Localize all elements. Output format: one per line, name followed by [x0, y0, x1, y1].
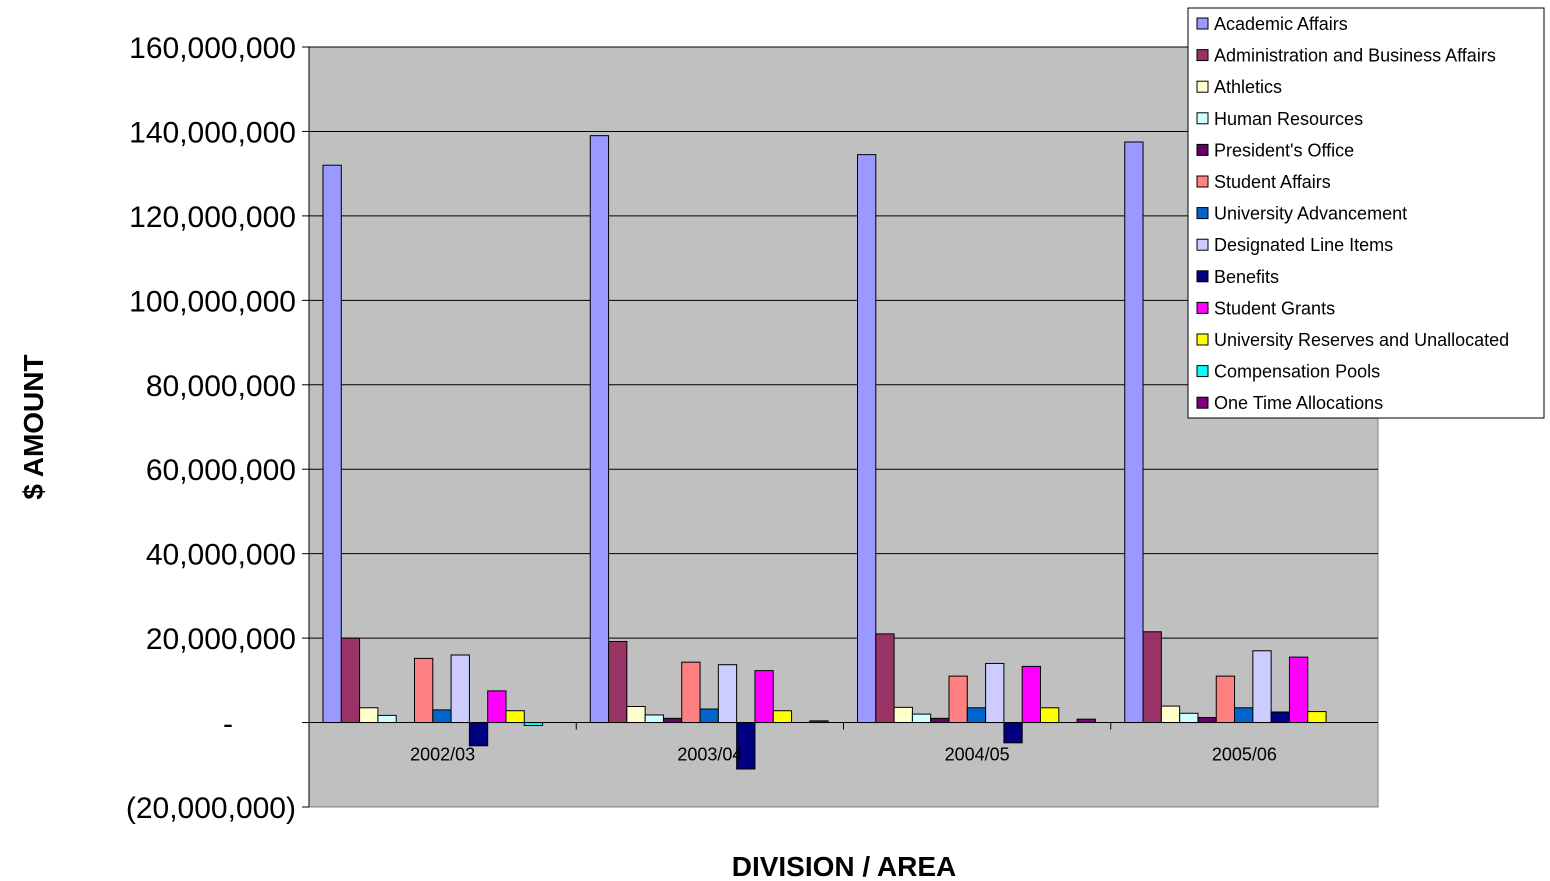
legend-swatch [1196, 112, 1209, 125]
bar [772, 710, 793, 724]
legend-swatch [1196, 80, 1209, 93]
bar [948, 675, 968, 724]
legend-swatch [1196, 238, 1209, 251]
bar [1021, 665, 1042, 724]
y-tick-label: 120,000,000 [129, 201, 296, 234]
y-tick-label: 80,000,000 [146, 370, 296, 403]
bar [681, 661, 701, 724]
bar [589, 135, 610, 724]
legend-label: Compensation Pools [1214, 362, 1380, 382]
bar [893, 706, 913, 724]
legend-label: Student Affairs [1214, 172, 1331, 192]
legend-label: Athletics [1214, 77, 1282, 97]
bar [359, 707, 379, 724]
legend-label: Human Resources [1214, 109, 1363, 129]
legend-label: University Advancement [1214, 204, 1407, 224]
bar [644, 714, 664, 724]
bar [1197, 716, 1217, 724]
legend-swatch [1196, 365, 1209, 378]
legend-swatch [1196, 17, 1209, 30]
bar [985, 662, 1005, 724]
legend-label: Administration and Business Affairs [1214, 46, 1496, 66]
bar [505, 710, 525, 724]
bar [1252, 650, 1272, 724]
legend-swatch [1196, 207, 1209, 220]
bar [1003, 722, 1023, 744]
bar [322, 164, 342, 724]
x-tick-label: 2004/05 [945, 745, 1010, 765]
legend-swatch [1196, 143, 1209, 156]
bar [432, 709, 452, 724]
bar [1124, 141, 1144, 724]
bar [1270, 711, 1290, 724]
y-tick-label: (20,000,000) [126, 792, 296, 825]
legend-label: One Time Allocations [1214, 393, 1383, 413]
legend-label: Academic Affairs [1214, 14, 1348, 34]
bar [377, 714, 397, 724]
legend-swatch [1196, 49, 1209, 62]
legend-label: Student Grants [1214, 298, 1335, 318]
y-tick-label: 100,000,000 [129, 285, 296, 318]
x-axis-title: DIVISION / AREA [732, 851, 957, 881]
x-tick-label: 2005/06 [1212, 745, 1277, 765]
bar [450, 654, 470, 724]
bar [1215, 675, 1236, 724]
legend-swatch [1196, 396, 1209, 409]
bar [717, 664, 738, 724]
bar [857, 154, 877, 724]
y-tick-label: 160,000,000 [129, 32, 296, 65]
y-tick-label: 140,000,000 [129, 116, 296, 149]
bar [1234, 707, 1254, 724]
bar [626, 706, 646, 724]
bar [1179, 712, 1199, 724]
bar [699, 708, 719, 724]
legend-label: Benefits [1214, 267, 1279, 287]
y-tick-label: 40,000,000 [146, 539, 296, 572]
bar [340, 637, 361, 724]
legend-label: President's Office [1214, 140, 1354, 160]
y-tick-label: - [223, 708, 233, 741]
bar [608, 640, 628, 724]
legend-label: Designated Line Items [1214, 235, 1393, 255]
bar [1288, 656, 1309, 724]
legend-swatch [1196, 333, 1209, 346]
bar [930, 717, 950, 724]
x-tick-labels: 2002/03 2003/04 2004/05 2005/06 [410, 722, 1277, 765]
bar [1142, 631, 1162, 724]
bars [322, 135, 1327, 770]
legend-swatch [1196, 175, 1209, 188]
bar [754, 670, 774, 724]
y-tick-labels: (20,000,000) - 20,000,000 40,000,000 60,000,… [126, 32, 309, 825]
bar [1307, 711, 1327, 724]
bar [966, 707, 987, 724]
bar [1076, 718, 1096, 724]
y-axis-title: $ AMOUNT [18, 354, 49, 499]
bar [1160, 705, 1181, 724]
bar [487, 690, 507, 724]
bar [662, 717, 683, 724]
bar [1040, 707, 1060, 724]
legend-box [1187, 7, 1545, 419]
bar [911, 713, 932, 724]
bar [875, 633, 895, 724]
legend-swatch [1196, 301, 1209, 314]
legend-label: University Reserves and Unallocated [1214, 330, 1509, 350]
legend-swatch [1196, 270, 1209, 283]
y-tick-label: 20,000,000 [146, 623, 296, 656]
y-tick-label: 60,000,000 [146, 454, 296, 487]
bar [414, 657, 434, 724]
legend: Academic Affairs Administration and Busin… [1187, 7, 1545, 419]
x-tick-label: 2003/04 [677, 745, 742, 765]
bar [468, 722, 489, 747]
x-tick-label: 2002/03 [410, 745, 475, 765]
